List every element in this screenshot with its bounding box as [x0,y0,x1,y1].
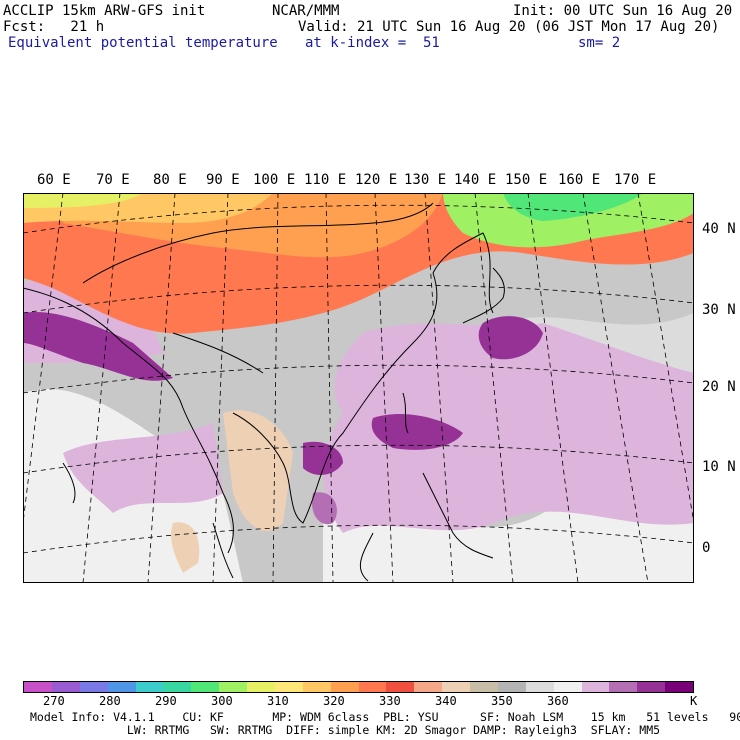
lat-label: 20 N [702,379,736,395]
lon-label: 60 E [37,172,71,188]
lat-label: 10 N [702,459,736,475]
model-info-line2: LW: RRTMG SW: RRTMG DIFF: simple KM: 2D … [30,723,661,737]
colorbar-swatch [163,682,192,692]
colorbar-swatch [553,682,582,692]
lon-label: 80 E [153,172,187,188]
colorbar-swatch [24,682,52,692]
lon-label: 170 E [614,172,657,188]
colorbar-swatch [79,682,108,692]
colorbar-swatch [414,682,443,692]
colorbar-label: 280 [99,694,121,708]
colorbar [23,681,694,693]
colorbar-label: 340 [435,694,457,708]
lat-label: 30 N [702,302,736,318]
colorbar-swatch [442,682,470,692]
colorbar-label: 290 [155,694,177,708]
colorbar-swatch [219,682,247,692]
lon-label: 110 E [304,172,347,188]
colorbar-swatch [525,682,554,692]
field-name: Equivalent potential temperature [8,35,278,51]
valid-time: Valid: 21 UTC Sun 16 Aug 20 (06 JST Mon … [298,19,720,35]
colorbar-swatch [358,682,387,692]
lon-label: 120 E [355,172,398,188]
colorbar-swatch [274,682,303,692]
forecast-hour: Fcst: 21 h [3,19,105,35]
colorbar-swatch [665,682,693,692]
model-info-line1: Model Info: V4.1.1 CU: KF MP: WDM 6class… [30,710,740,724]
lat-label: 40 N [702,221,736,237]
colorbar-unit: K [690,694,698,708]
lon-label: 160 E [558,172,601,188]
colorbar-swatch [107,682,136,692]
colorbar-swatch [247,682,275,692]
model-title: ACCLIP 15km ARW-GFS init [3,3,206,19]
colorbar-swatch [609,682,638,692]
center-label: NCAR/MMM [272,3,340,19]
lon-label: 70 E [96,172,130,188]
lon-label: 90 E [206,172,240,188]
colorbar-swatch [135,682,164,692]
theta-e-map [23,193,694,583]
level-info: at k-index = 51 [305,35,440,51]
lon-label: 140 E [454,172,497,188]
colorbar-label: 310 [267,694,289,708]
colorbar-label: 360 [547,694,569,708]
lat-label: 0 [702,540,711,556]
lon-label: 130 E [404,172,447,188]
lon-label: 100 E [253,172,296,188]
colorbar-swatch [191,682,220,692]
colorbar-swatch [302,682,331,692]
colorbar-label: 350 [491,694,513,708]
colorbar-swatch [637,682,666,692]
colorbar-swatch [330,682,359,692]
colorbar-label: 320 [323,694,345,708]
colorbar-swatch [51,682,80,692]
colorbar-swatch [470,682,498,692]
colorbar-label: 300 [211,694,233,708]
smoothing-info: sm= 2 [578,35,621,51]
colorbar-label: 330 [379,694,401,708]
colorbar-swatch [386,682,415,692]
lon-label: 150 E [505,172,548,188]
colorbar-label: 270 [43,694,65,708]
colorbar-swatch [581,682,610,692]
init-time: Init: 00 UTC Sun 16 Aug 20 [513,3,733,19]
colorbar-swatch [497,682,526,692]
